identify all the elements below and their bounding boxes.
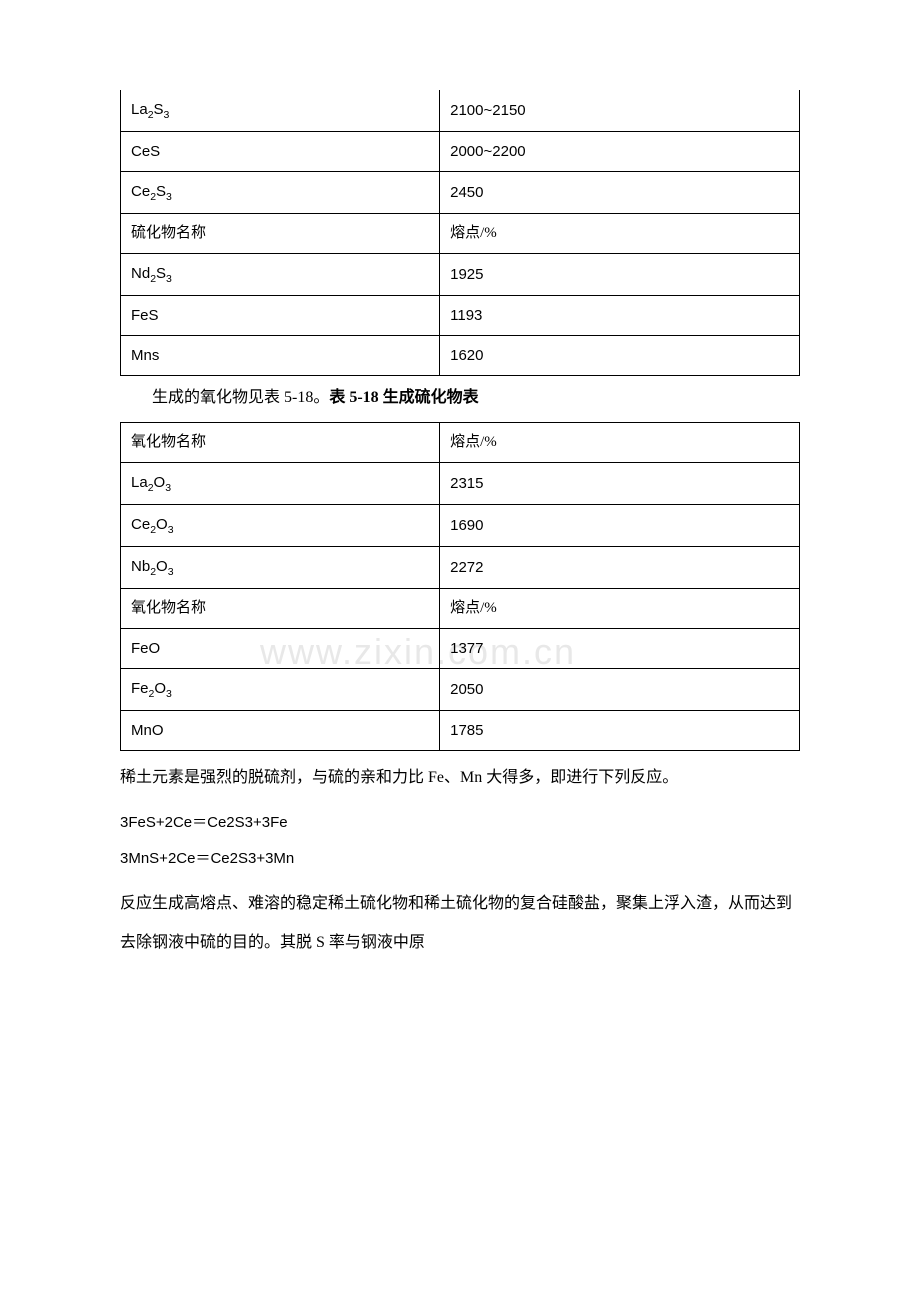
cell-name: Ce2S3 xyxy=(121,171,440,213)
cell-value: 2315 xyxy=(440,463,800,505)
table-row: 硫化物名称熔点/% xyxy=(121,213,800,253)
table-row: Mns1620 xyxy=(121,335,800,375)
paragraph: 稀土元素是强烈的脱硫剂，与硫的亲和力比 Fe、Mn 大得多，即进行下列反应。 xyxy=(120,759,800,797)
cell-name: 氧化物名称 xyxy=(121,589,440,629)
cell-name: La2O3 xyxy=(121,463,440,505)
table-row: Fe2O32050 xyxy=(121,669,800,711)
table-row: La2S32100~2150 xyxy=(121,90,800,131)
table-row: 氧化物名称熔点/% xyxy=(121,423,800,463)
table-oxides: 氧化物名称熔点/%La2O32315Ce2O31690Nb2O32272氧化物名… xyxy=(120,422,800,751)
table-row: CeS2000~2200 xyxy=(121,131,800,171)
paragraph: 反应生成高熔点、难溶的稳定稀土硫化物和稀土硫化物的复合硅酸盐，聚集上浮入渣，从而… xyxy=(120,885,800,962)
equation-line: 3MnS+2Ce＝Ce2S3+3Mn xyxy=(120,841,800,877)
table-row: FeS1193 xyxy=(121,295,800,335)
cell-name: 氧化物名称 xyxy=(121,423,440,463)
cell-value: 2100~2150 xyxy=(440,90,800,131)
cell-value: 1620 xyxy=(440,335,800,375)
table-sulfides: La2S32100~2150CeS2000~2200Ce2S32450硫化物名称… xyxy=(120,90,800,376)
table-row: Nd2S31925 xyxy=(121,253,800,295)
cell-value: 2000~2200 xyxy=(440,131,800,171)
cell-value: 2272 xyxy=(440,547,800,589)
table-row: 氧化物名称熔点/% xyxy=(121,589,800,629)
cell-name: FeS xyxy=(121,295,440,335)
cell-name: Nb2O3 xyxy=(121,547,440,589)
cell-name: MnO xyxy=(121,711,440,751)
table-row: Ce2O31690 xyxy=(121,505,800,547)
equations-block: 3FeS+2Ce＝Ce2S3+3Fe3MnS+2Ce＝Ce2S3+3Mn xyxy=(120,805,800,877)
cell-name: La2S3 xyxy=(121,90,440,131)
cell-name: Nd2S3 xyxy=(121,253,440,295)
cell-value: 1690 xyxy=(440,505,800,547)
cell-name: CeS xyxy=(121,131,440,171)
table-row: MnO1785 xyxy=(121,711,800,751)
cell-name: Mns xyxy=(121,335,440,375)
caption-prefix: 生成的氧化物见表 5-18。 xyxy=(152,389,329,406)
table-row: Ce2S32450 xyxy=(121,171,800,213)
table-row: FeO1377 xyxy=(121,629,800,669)
body-text-1: 稀土元素是强烈的脱硫剂，与硫的亲和力比 Fe、Mn 大得多，即进行下列反应。 xyxy=(120,759,800,797)
equation-line: 3FeS+2Ce＝Ce2S3+3Fe xyxy=(120,805,800,841)
cell-name: Ce2O3 xyxy=(121,505,440,547)
cell-name: 硫化物名称 xyxy=(121,213,440,253)
cell-value: 1925 xyxy=(440,253,800,295)
cell-value: 2050 xyxy=(440,669,800,711)
cell-name: FeO xyxy=(121,629,440,669)
caption-bold: 表 5-18 生成硫化物表 xyxy=(329,389,478,406)
cell-value: 1377 xyxy=(440,629,800,669)
cell-value: 熔点/% xyxy=(440,213,800,253)
cell-value: 熔点/% xyxy=(440,423,800,463)
body-text-2: 反应生成高熔点、难溶的稳定稀土硫化物和稀土硫化物的复合硅酸盐，聚集上浮入渣，从而… xyxy=(120,885,800,962)
cell-name: Fe2O3 xyxy=(121,669,440,711)
table-row: Nb2O32272 xyxy=(121,547,800,589)
cell-value: 1193 xyxy=(440,295,800,335)
table-row: La2O32315 xyxy=(121,463,800,505)
cell-value: 熔点/% xyxy=(440,589,800,629)
caption-oxides: 生成的氧化物见表 5-18。表 5-18 生成硫化物表 xyxy=(120,384,800,413)
cell-value: 2450 xyxy=(440,171,800,213)
cell-value: 1785 xyxy=(440,711,800,751)
